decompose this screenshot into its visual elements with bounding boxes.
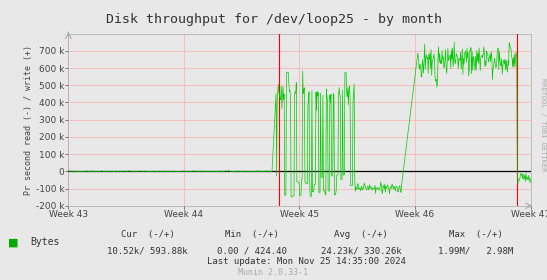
Y-axis label: Pr second read (-) / write (+): Pr second read (-) / write (+) [24,45,33,195]
Text: Bytes: Bytes [30,237,60,247]
Text: Munin 2.0.33-1: Munin 2.0.33-1 [238,268,309,277]
Text: Min  (-/+): Min (-/+) [225,230,278,239]
Text: 1.99M/   2.98M: 1.99M/ 2.98M [438,246,514,255]
Text: Last update: Mon Nov 25 14:35:00 2024: Last update: Mon Nov 25 14:35:00 2024 [207,257,406,266]
Text: Disk throughput for /dev/loop25 - by month: Disk throughput for /dev/loop25 - by mon… [106,13,441,25]
Text: 0.00 / 424.40: 0.00 / 424.40 [217,246,287,255]
Text: Avg  (-/+): Avg (-/+) [334,230,388,239]
Text: 10.52k/ 593.88k: 10.52k/ 593.88k [107,246,188,255]
Text: ■: ■ [8,237,19,247]
Text: Max  (-/+): Max (-/+) [449,230,503,239]
Text: RRDTOOL / TOBI OETIKER: RRDTOOL / TOBI OETIKER [540,78,546,172]
Text: Cur  (-/+): Cur (-/+) [121,230,174,239]
Text: 24.23k/ 330.26k: 24.23k/ 330.26k [321,246,401,255]
